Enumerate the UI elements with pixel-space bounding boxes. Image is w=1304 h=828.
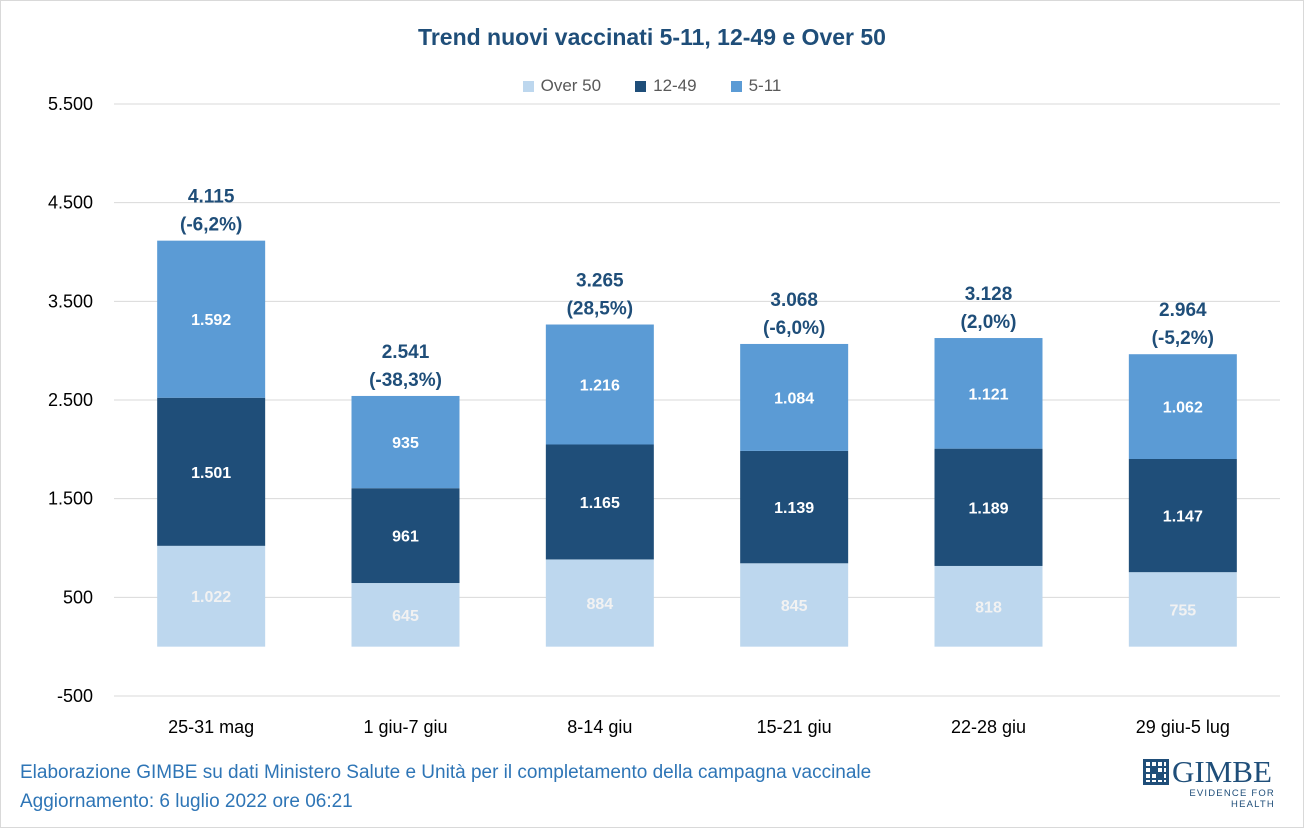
logo-grid-icon <box>1143 759 1169 785</box>
total-label: 2.964 <box>1159 300 1207 321</box>
x-tick-label: 8-14 giu <box>567 717 632 737</box>
data-label: 1.189 <box>968 500 1008 517</box>
legend-label: Over 50 <box>540 76 602 95</box>
bar-segment <box>351 583 460 647</box>
change-label: (2,0%) <box>961 312 1017 333</box>
bar-segment <box>934 565 1043 647</box>
x-tick-label: 1 giu-7 giu <box>363 717 447 737</box>
y-tick-label: 5.500 <box>48 94 93 114</box>
bar-segment <box>351 488 460 584</box>
data-label: 1.084 <box>774 390 814 407</box>
data-label: 1.121 <box>968 386 1008 403</box>
bar-segment <box>351 395 460 489</box>
legend-item: 12-49 <box>635 76 697 96</box>
data-label: 884 <box>586 596 613 613</box>
change-label: (-5,2%) <box>1152 328 1214 349</box>
data-label: 1.139 <box>774 500 814 517</box>
y-tick-label: 2.500 <box>48 390 93 410</box>
bar-segment <box>157 545 266 647</box>
bar-segment <box>740 343 849 451</box>
change-label: (28,5%) <box>567 299 634 320</box>
bar-segment <box>157 397 266 546</box>
legend-item: 5-11 <box>730 76 782 96</box>
change-label: (-38,3%) <box>369 370 442 391</box>
legend-label: 12-49 <box>653 76 697 95</box>
chart-title: Trend nuovi vaccinati 5-11, 12-49 e Over… <box>418 24 886 50</box>
legend-swatch <box>522 80 534 92</box>
legend-swatch <box>730 80 742 92</box>
y-tick-label: 3.500 <box>48 291 93 311</box>
bar-segment <box>545 324 654 445</box>
data-label: 1.592 <box>191 312 231 329</box>
bar-segment <box>934 338 1043 449</box>
x-tick-label: 29 giu-5 lug <box>1136 717 1230 737</box>
legend-label: 5-11 <box>748 76 782 95</box>
data-label: 1.062 <box>1163 400 1203 417</box>
footer-source: Elaborazione GIMBE su dati Ministero Sal… <box>20 762 872 783</box>
y-tick-label: -500 <box>57 686 93 706</box>
data-label: 1.165 <box>580 495 620 512</box>
footer-updated: Aggiornamento: 6 luglio 2022 ore 06:21 <box>20 791 353 812</box>
data-label: 1.216 <box>580 378 620 395</box>
gimbe-logo: GIMBE EVIDENCE FOR HEALTH <box>1143 754 1275 810</box>
data-label: 961 <box>392 529 419 546</box>
legend-swatch <box>635 80 647 92</box>
data-label: 1.022 <box>191 589 231 606</box>
total-label: 3.068 <box>770 290 818 311</box>
x-tick-label: 15-21 giu <box>757 717 832 737</box>
total-label: 3.128 <box>965 284 1013 305</box>
data-label: 1.501 <box>191 465 231 482</box>
data-label: 1.147 <box>1163 509 1203 526</box>
change-label: (-6,2%) <box>180 215 242 236</box>
bar-segment <box>740 563 849 647</box>
y-tick-label: 4.500 <box>48 193 93 213</box>
bar-segment <box>740 450 849 564</box>
bar-segment <box>1128 459 1237 573</box>
data-label: 935 <box>392 435 419 452</box>
logo-wordmark: GIMBE <box>1172 754 1272 789</box>
legend-item: Over 50 <box>522 76 602 96</box>
bar-segment <box>545 559 654 647</box>
data-label: 845 <box>781 598 808 615</box>
logo-tagline: EVIDENCE FOR HEALTH <box>1189 788 1275 810</box>
bar-segment <box>934 448 1043 566</box>
total-label: 4.115 <box>188 187 235 208</box>
y-tick-label: 500 <box>63 587 93 607</box>
x-tick-label: 22-28 giu <box>951 717 1026 737</box>
data-label: 818 <box>975 599 1002 616</box>
bar-segment <box>157 240 266 398</box>
legend: Over 50 12-49 5-11 <box>0 76 1304 96</box>
x-tick-label: 25-31 mag <box>168 717 254 737</box>
total-label: 3.265 <box>576 271 624 292</box>
bar-segment <box>545 444 654 560</box>
data-label: 755 <box>1169 602 1196 619</box>
data-label: 645 <box>392 608 419 625</box>
change-label: (-6,0%) <box>763 318 825 339</box>
y-tick-label: 1.500 <box>48 489 93 509</box>
bar-segment <box>1128 354 1237 460</box>
total-label: 2.541 <box>382 342 430 363</box>
bar-segment <box>1128 572 1237 647</box>
